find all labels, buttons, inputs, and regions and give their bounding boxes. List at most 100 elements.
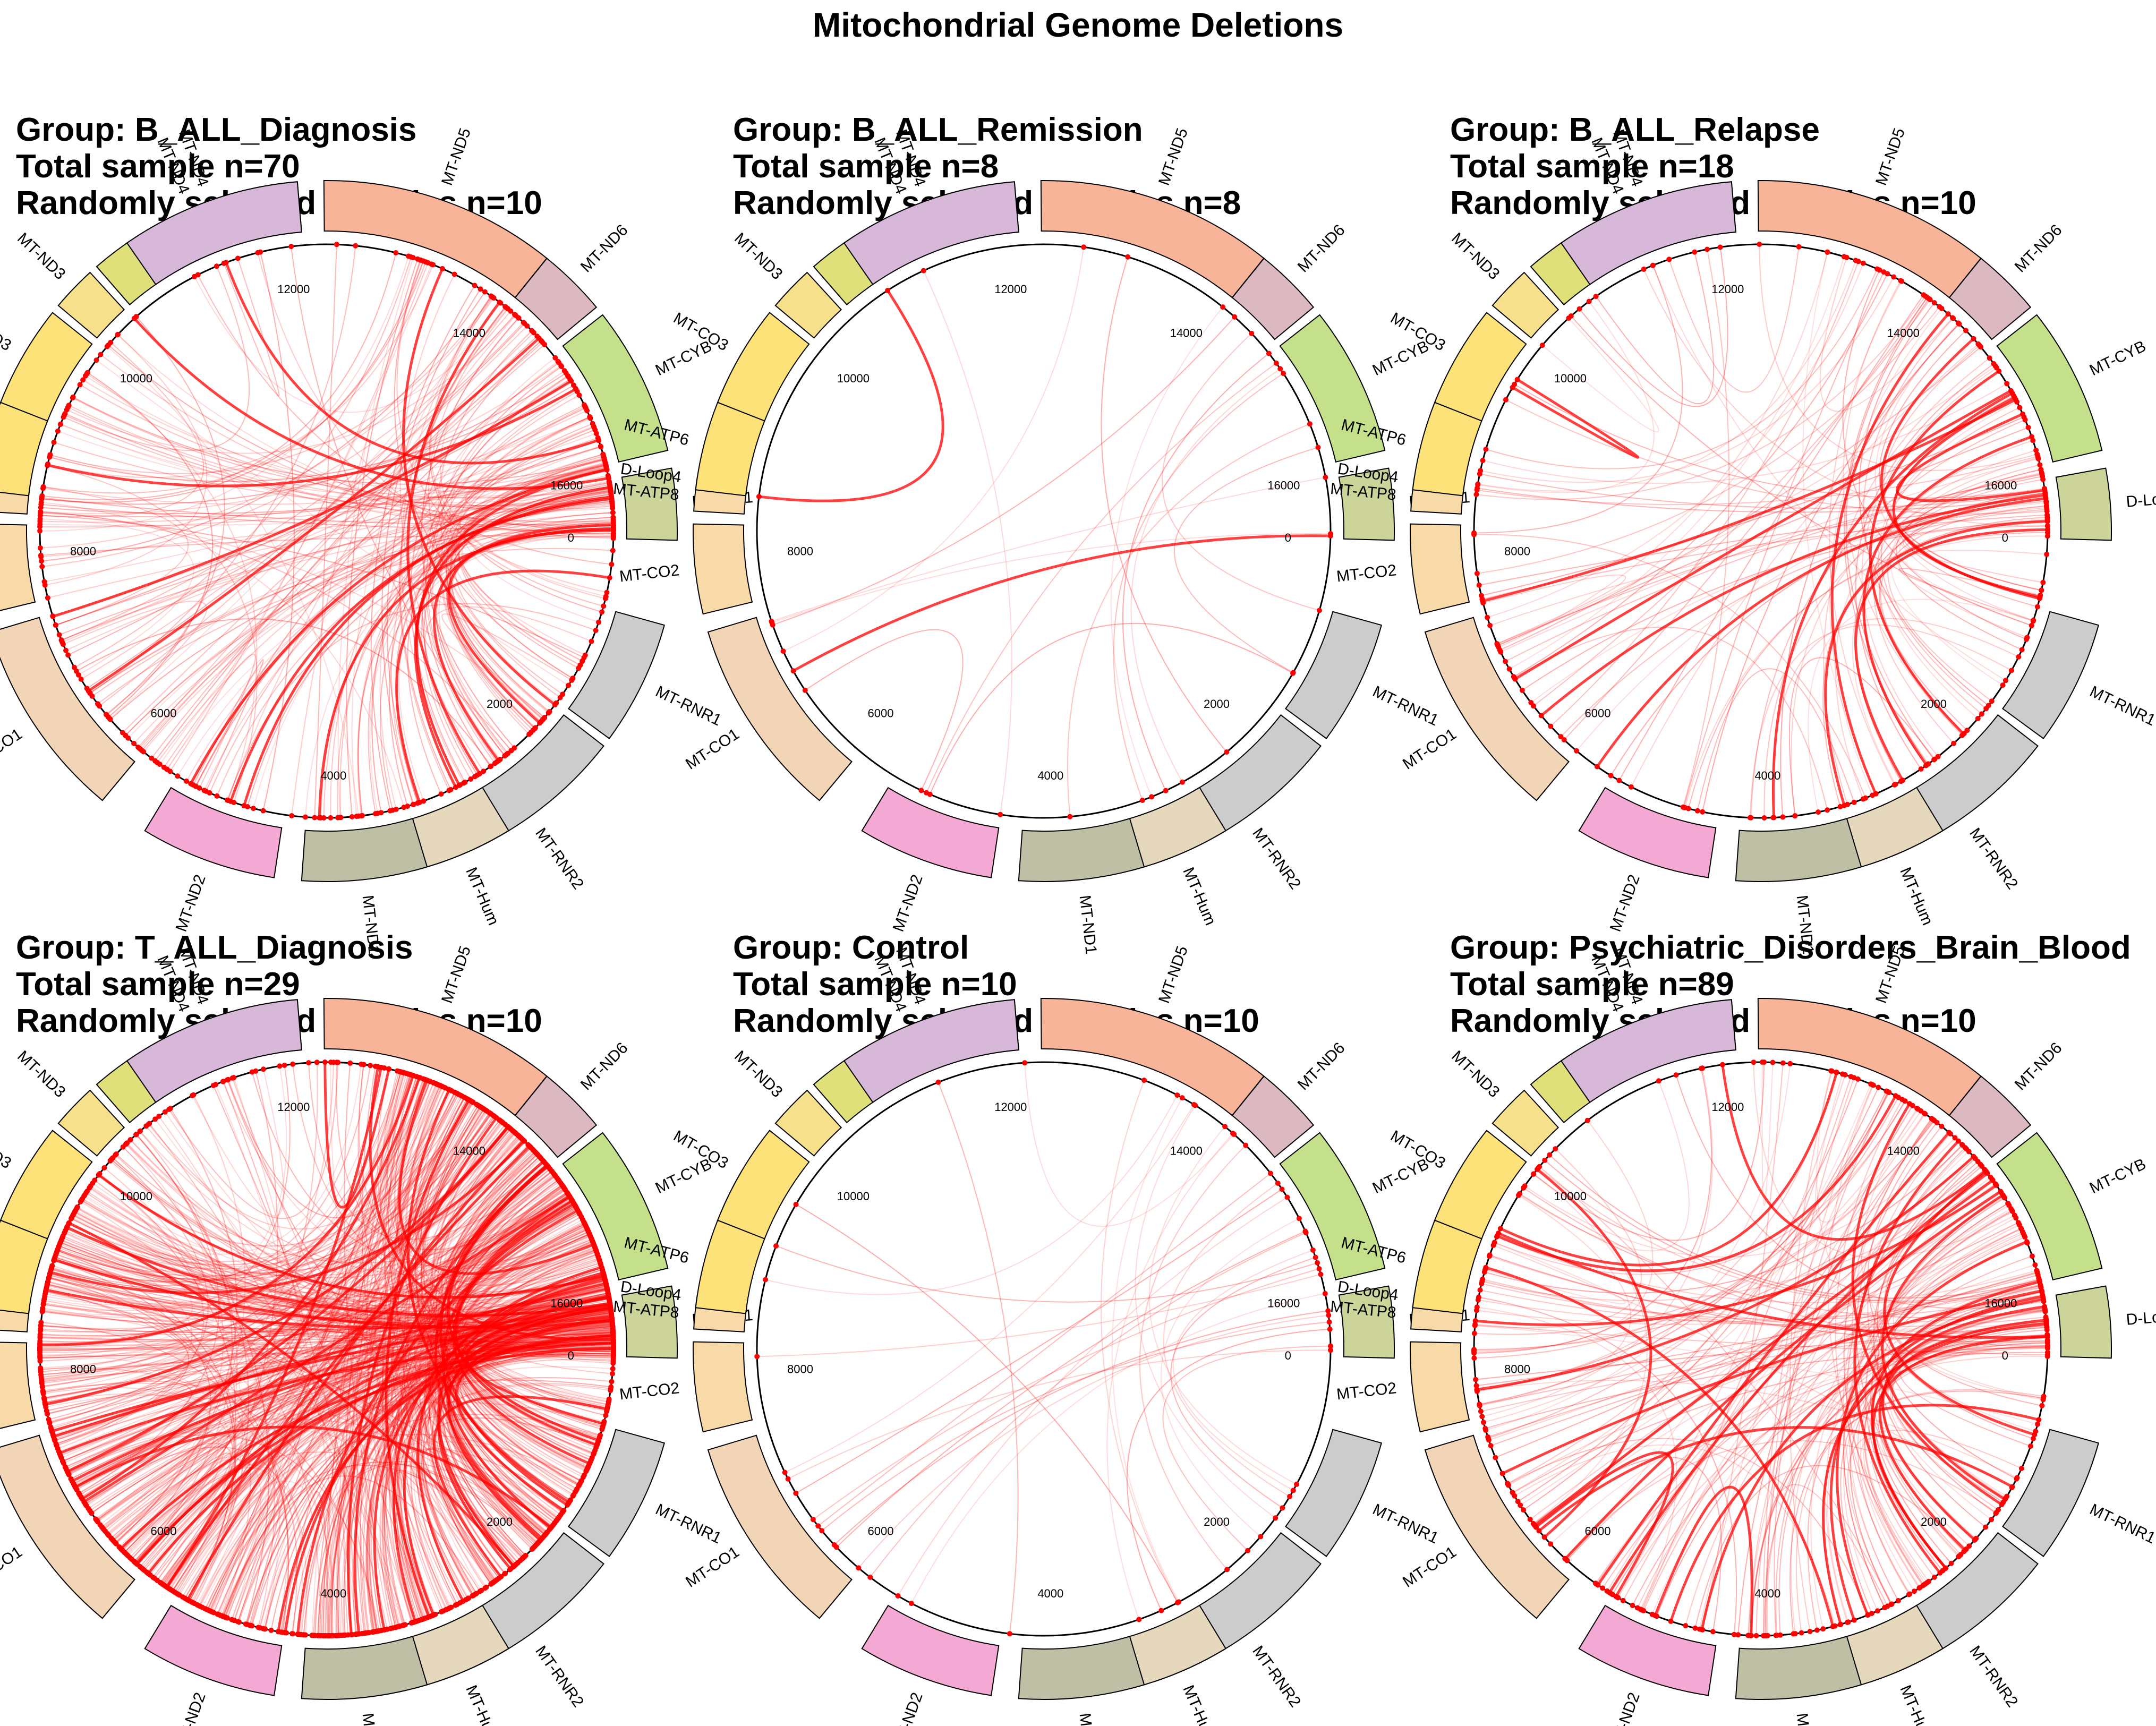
deletion-chord (67, 1137, 521, 1474)
deletion-chords (1471, 1059, 2050, 1638)
breakpoint-dot (98, 352, 104, 357)
deletion-chord (57, 1249, 599, 1302)
breakpoint-dot (1751, 1059, 1757, 1065)
deletion-chord (1857, 1292, 2042, 1595)
breakpoint-dot (1313, 1254, 1318, 1260)
breakpoint-dot (169, 1588, 175, 1594)
breakpoint-dot (378, 810, 384, 816)
deletion-chord (1836, 1240, 2027, 1616)
breakpoint-dot (229, 1075, 235, 1081)
deletion-chord (232, 1078, 496, 1582)
breakpoint-dot (2008, 388, 2014, 394)
deletion-chord (96, 360, 569, 686)
deletion-chord (68, 1114, 492, 1475)
deletion-chord (373, 1295, 609, 1630)
deletion-chord (416, 1266, 602, 1602)
deletion-chord (1829, 281, 1903, 785)
breakpoint-dot (1757, 242, 1762, 247)
breakpoint-dot (523, 1552, 529, 1558)
deletion-chord (1898, 568, 2041, 621)
deletion-chord (394, 260, 573, 679)
deletion-chord (40, 1288, 608, 1343)
gene-segment (861, 1604, 1000, 1696)
deletion-chord (68, 1092, 456, 1266)
deletion-chord (40, 1323, 612, 1346)
breakpoint-dot (1499, 1471, 1505, 1476)
breakpoint-dot (1945, 311, 1951, 317)
deletion-chord (58, 1247, 610, 1318)
deletion-chord (1539, 1166, 1892, 1605)
breakpoint-dot (77, 1492, 83, 1498)
deletion-chord (227, 603, 596, 800)
breakpoint-dot (547, 709, 552, 714)
breakpoint-dot (754, 1354, 760, 1360)
deletion-chord (101, 1316, 612, 1528)
breakpoint-dot (1851, 799, 1857, 805)
deletion-chord (369, 1066, 613, 1342)
breakpoint-dot (1296, 1216, 1302, 1221)
deletion-chord (1542, 318, 1659, 433)
deletion-chord (1549, 1154, 2040, 1299)
deletion-chord (1775, 1255, 2033, 1636)
breakpoint-dot (1566, 315, 1572, 321)
breakpoint-dot (1179, 779, 1185, 785)
breakpoint-dot (328, 815, 334, 821)
deletion-chord (1668, 246, 1800, 393)
deletion-chord (431, 1343, 613, 1584)
deletion-chord (44, 1116, 495, 1400)
deletion-chord (1822, 517, 2048, 807)
deletion-chord (41, 1285, 607, 1384)
deletion-chord (1883, 345, 2042, 591)
gene-segment (1948, 1075, 2032, 1158)
deletion-chord (40, 446, 601, 523)
breakpoint-dot (1761, 815, 1767, 821)
breakpoint-dot (756, 494, 762, 499)
deletion-chord (1477, 456, 2038, 506)
breakpoint-dot (1473, 1308, 1479, 1313)
breakpoint-dot (73, 1484, 78, 1490)
breakpoint-dot (1780, 1060, 1786, 1066)
deletion-chord (223, 1206, 576, 1617)
deletion-chord (1762, 1077, 1855, 1636)
deletion-chord (60, 1195, 200, 1287)
breakpoint-dot (1548, 723, 1554, 729)
deletion-chord (1479, 1279, 2040, 1406)
deletion-chord (41, 1127, 509, 1378)
deletion-chord (43, 261, 427, 494)
deletion-chord (1902, 525, 2048, 583)
breakpoint-dot (84, 371, 90, 377)
breakpoint-dot (1845, 1619, 1851, 1625)
gene-segment (0, 524, 36, 611)
breakpoint-dot (1268, 1170, 1273, 1176)
deletion-chord (1780, 323, 1959, 817)
deletion-chord (458, 1228, 594, 1455)
breakpoint-dot (1548, 1541, 1554, 1547)
deletion-chord (87, 1191, 582, 1482)
breakpoint-dot (1978, 344, 1984, 350)
breakpoint-dot (610, 505, 616, 511)
breakpoint-dot (1294, 1481, 1299, 1487)
deletion-chord (1688, 532, 2048, 809)
deletion-chord (67, 406, 613, 527)
deletion-chord (1767, 1084, 1873, 1636)
deletion-chord (65, 481, 609, 651)
breakpoint-dot (589, 638, 594, 644)
panel-title-total-line: Total sample n=70 (16, 148, 300, 185)
deletion-chord (48, 1080, 429, 1420)
breakpoint-dot (1553, 1146, 1558, 1152)
breakpoint-dot (1911, 1588, 1917, 1594)
breakpoint-dot (231, 1618, 237, 1624)
breakpoint-dot (1918, 766, 1924, 772)
breakpoint-dot (87, 1185, 92, 1191)
deletion-chord (304, 500, 612, 817)
breakpoint-dot (335, 1633, 340, 1638)
gene-segment (562, 1132, 669, 1281)
breakpoint-dot (49, 1264, 55, 1270)
breakpoint-dot (505, 750, 511, 756)
breakpoint-dot (2012, 1212, 2017, 1218)
deletion-chord (406, 301, 501, 775)
panel-title-total-line: Total sample n=10 (733, 966, 1017, 1003)
breakpoint-dot (228, 798, 234, 804)
deletion-chord (62, 1354, 613, 1462)
deletion-chord (149, 1123, 388, 1630)
